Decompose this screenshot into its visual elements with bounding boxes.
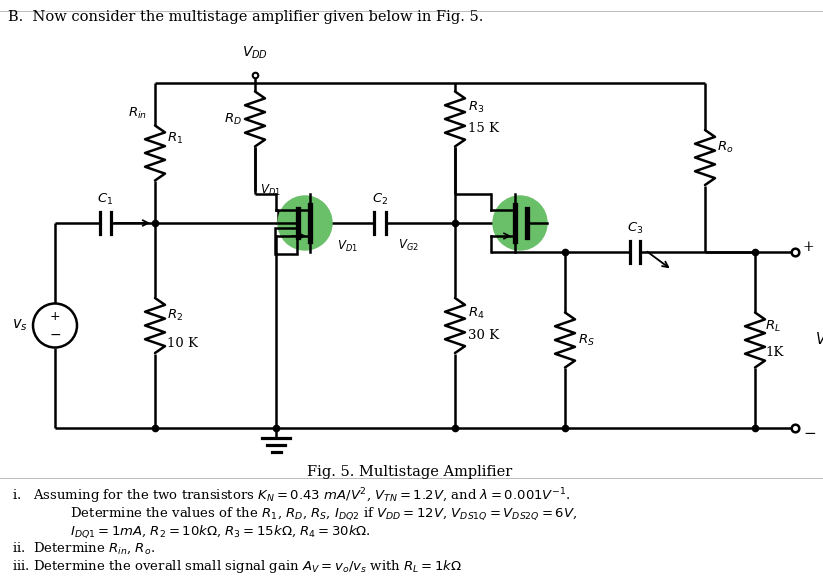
Text: $C_2$: $C_2$ [372, 192, 388, 207]
Ellipse shape [493, 196, 547, 250]
Text: 15 K: 15 K [468, 122, 499, 135]
Text: $V_{D1}$: $V_{D1}$ [337, 239, 358, 254]
Ellipse shape [278, 196, 332, 250]
Text: $R_2$: $R_2$ [167, 308, 183, 323]
Text: $R_1$: $R_1$ [167, 131, 184, 146]
Text: $R_D$: $R_D$ [224, 111, 242, 127]
Text: $V_o$: $V_o$ [815, 331, 823, 349]
Text: $V_{DD}$: $V_{DD}$ [242, 45, 268, 61]
Bar [275, 228, 297, 254]
Text: $R_3$: $R_3$ [468, 100, 484, 114]
Text: B.  Now consider the multistage amplifier given below in Fig. 5.: B. Now consider the multistage amplifier… [8, 10, 483, 24]
Text: i.   Assuming for the two transistors $K_N = 0.43\ mA/V^2$, $V_{TN} = 1.2V$, and: i. Assuming for the two transistors $K_N… [12, 486, 571, 505]
Text: $R_4$: $R_4$ [468, 306, 485, 321]
Text: +: + [49, 310, 60, 323]
Text: Determine the values of the $R_1$, $R_D$, $R_S$, $I_{DQ2}$ if $V_{DD} = 12V$, $V: Determine the values of the $R_1$, $R_D$… [45, 505, 577, 522]
Text: Fig. 5. Multistage Amplifier: Fig. 5. Multistage Amplifier [307, 465, 513, 479]
Text: $I_{DQ1} = 1mA$, $R_2 = 10k\Omega$, $R_3 = 15k\Omega$, $R_4 = 30k\Omega$.: $I_{DQ1} = 1mA$, $R_2 = 10k\Omega$, $R_3… [45, 523, 371, 540]
Text: $R_{in}$: $R_{in}$ [128, 106, 147, 121]
Text: $V_{G2}$: $V_{G2}$ [398, 238, 419, 253]
Text: $C_3$: $C_3$ [627, 221, 644, 236]
Text: $v_s$: $v_s$ [12, 318, 28, 333]
Text: $R_L$: $R_L$ [765, 318, 781, 333]
Text: −: − [803, 427, 816, 441]
Text: 10 K: 10 K [167, 337, 198, 350]
Text: $C_1$: $C_1$ [97, 192, 113, 207]
Text: 30 K: 30 K [468, 329, 499, 342]
Text: 1K: 1K [765, 346, 783, 359]
Text: $R_o$: $R_o$ [717, 140, 733, 155]
Text: +: + [803, 240, 815, 254]
Text: iii. Determine the overall small signal gain $A_V = v_o/v_s$ with $R_L = 1k\Omeg: iii. Determine the overall small signal … [12, 558, 463, 575]
Text: $V_{D1}$: $V_{D1}$ [260, 183, 281, 198]
Text: ii.  Determine $R_{in}$, $R_o$.: ii. Determine $R_{in}$, $R_o$. [12, 541, 155, 556]
Text: −: − [49, 328, 61, 342]
Text: $R_S$: $R_S$ [578, 332, 595, 347]
